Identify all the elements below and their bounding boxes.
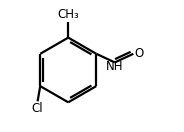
Text: Cl: Cl [32, 102, 43, 115]
Text: CH₃: CH₃ [57, 8, 79, 21]
Text: O: O [135, 47, 144, 60]
Text: NH: NH [106, 60, 124, 73]
